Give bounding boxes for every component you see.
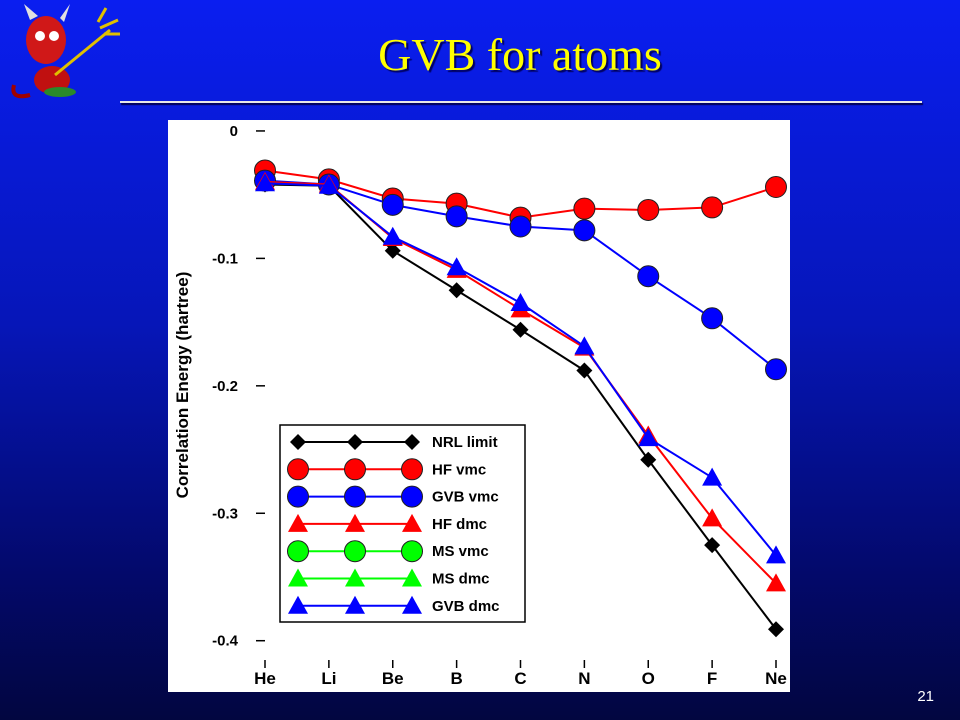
x-tick-label: F bbox=[707, 669, 717, 688]
y-tick-label: 0 bbox=[230, 123, 238, 140]
data-point bbox=[640, 451, 657, 468]
data-point bbox=[574, 336, 595, 355]
legend-marker bbox=[287, 540, 309, 563]
x-tick-label: Be bbox=[382, 669, 404, 688]
legend-label: GVB vmc bbox=[432, 489, 499, 506]
legend-marker bbox=[345, 595, 365, 614]
data-point bbox=[573, 219, 596, 242]
slide-title: GVB for atoms bbox=[378, 29, 662, 80]
data-point bbox=[573, 197, 596, 220]
legend-marker bbox=[345, 513, 365, 532]
y-tick-label: -0.4 bbox=[212, 633, 239, 650]
logo bbox=[11, 4, 120, 99]
legend-marker bbox=[402, 595, 422, 614]
y-axis-label: Correlation Energy (hartree) bbox=[173, 272, 192, 499]
legend-marker bbox=[401, 485, 423, 508]
legend-marker bbox=[402, 513, 422, 532]
data-point bbox=[637, 265, 660, 288]
chart: Correlation Energy (hartree) 0 -0.1 -0.2 -0… bbox=[168, 120, 790, 692]
data-point bbox=[765, 176, 787, 199]
data-point bbox=[446, 257, 467, 276]
x-tick-label: N bbox=[578, 669, 590, 688]
data-point bbox=[702, 467, 723, 486]
legend-marker bbox=[404, 434, 420, 450]
data-point bbox=[701, 196, 724, 219]
title-rule bbox=[120, 101, 922, 103]
legend-marker bbox=[287, 458, 309, 481]
data-point bbox=[445, 205, 468, 228]
legend-label: HF vmc bbox=[432, 461, 486, 478]
legend-marker bbox=[290, 434, 306, 450]
legend-marker bbox=[344, 458, 366, 481]
legend-marker bbox=[288, 595, 308, 614]
data-point bbox=[255, 173, 275, 192]
x-tick-label: C bbox=[514, 669, 526, 688]
legend-label: HF dmc bbox=[432, 516, 487, 533]
data-point bbox=[382, 226, 403, 245]
y-tick-label: -0.1 bbox=[212, 250, 238, 267]
legend-label: GVB dmc bbox=[432, 598, 500, 615]
legend-marker bbox=[288, 513, 308, 532]
data-point bbox=[509, 215, 532, 238]
data-point bbox=[512, 321, 529, 338]
y-tick-label: -0.2 bbox=[212, 378, 238, 395]
data-point bbox=[704, 537, 721, 554]
legend-marker bbox=[402, 568, 422, 587]
data-point bbox=[701, 307, 724, 330]
legend-marker bbox=[344, 485, 366, 508]
data-point bbox=[765, 358, 787, 381]
x-tick-label: Li bbox=[321, 669, 336, 688]
data-point bbox=[638, 428, 659, 447]
data-point bbox=[448, 282, 465, 299]
data-point bbox=[766, 545, 786, 564]
x-tick-label: He bbox=[254, 669, 276, 688]
x-tick-label: B bbox=[450, 669, 462, 688]
data-point bbox=[576, 362, 593, 379]
page-number: 21 bbox=[917, 688, 934, 705]
legend-marker bbox=[344, 540, 366, 563]
data-point bbox=[510, 292, 531, 311]
legend-marker bbox=[401, 540, 423, 563]
y-tick-label: -0.3 bbox=[212, 505, 238, 522]
data-point bbox=[318, 175, 339, 194]
legend-marker bbox=[401, 458, 423, 481]
data-point bbox=[384, 242, 401, 259]
legend-marker bbox=[347, 434, 363, 450]
data-point bbox=[702, 508, 723, 527]
x-tick-label: O bbox=[642, 669, 655, 688]
legend-label: NRL limit bbox=[432, 434, 498, 451]
data-point bbox=[637, 198, 660, 221]
legend-label: MS dmc bbox=[432, 571, 490, 588]
legend-marker bbox=[288, 568, 308, 587]
x-tick-label: Ne bbox=[765, 669, 787, 688]
legend-marker bbox=[345, 568, 365, 587]
legend-marker bbox=[287, 485, 309, 508]
data-point bbox=[768, 621, 784, 638]
data-point bbox=[381, 193, 404, 216]
legend-label: MS vmc bbox=[432, 543, 489, 560]
data-point bbox=[766, 573, 786, 592]
